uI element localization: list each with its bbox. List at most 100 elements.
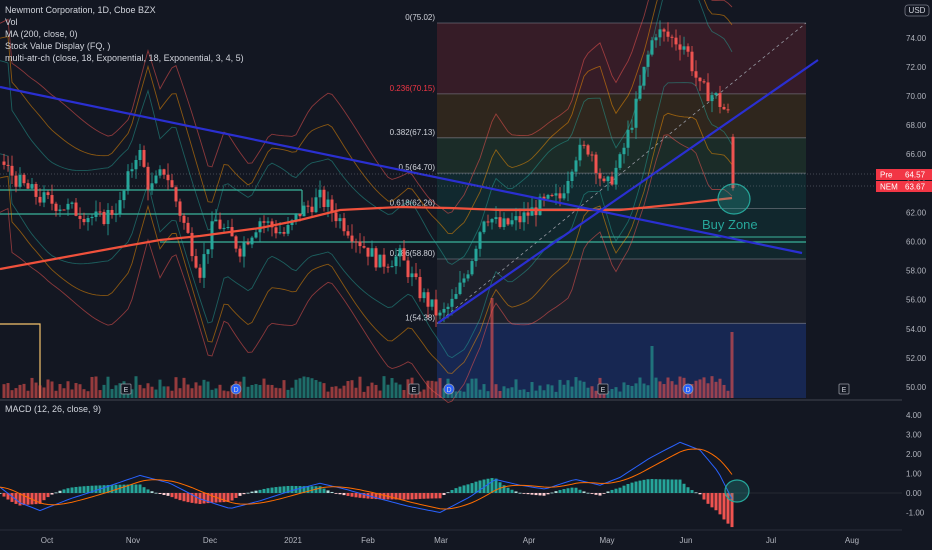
volume-bar [418, 391, 422, 398]
volume-bar [370, 382, 374, 398]
fib-level-label: 0.786(58.80) [390, 249, 436, 258]
fib-zone [437, 23, 806, 94]
volume-bar [722, 384, 726, 398]
stock-value-step [0, 323, 41, 398]
macd-histogram-bar [374, 493, 378, 500]
macd-histogram-bar [554, 491, 558, 493]
candle-body [714, 93, 718, 96]
candle-body [30, 184, 34, 189]
candle-body [158, 169, 162, 176]
macd-histogram-bar [318, 486, 322, 493]
macd-histogram-bar [58, 490, 62, 493]
candle-body [430, 299, 434, 307]
candle-body [498, 217, 502, 227]
candle-body [722, 106, 726, 110]
volume-bar [54, 390, 58, 398]
macd-histogram-bar [462, 485, 466, 493]
buy-zone-ellipse [717, 183, 751, 215]
candle-body [438, 312, 442, 316]
volume-bar [390, 378, 394, 398]
candle-body [178, 201, 182, 216]
legend-title[interactable]: Newmont Corporation, 1D, Cboe BZX [5, 5, 156, 15]
macd-histogram-bar [222, 493, 226, 503]
volume-bar [542, 390, 546, 398]
candle-body [38, 196, 42, 203]
candle-body [306, 205, 310, 207]
macd-histogram-bar [134, 484, 138, 493]
time-tick-label: Feb [361, 536, 375, 545]
candle-body [294, 213, 298, 221]
volume-bar [98, 390, 102, 398]
macd-histogram-bar [298, 486, 302, 493]
candle-body [698, 77, 702, 82]
volume-bar [642, 383, 646, 398]
macd-histogram-bar [338, 493, 342, 495]
macd-histogram-bar [626, 483, 630, 493]
macd-histogram-bar [118, 484, 122, 493]
volume-bar [530, 382, 534, 398]
candle-body [418, 277, 422, 299]
macd-histogram-bar [310, 486, 314, 493]
macd-histogram-bar [622, 485, 626, 493]
volume-bar [494, 384, 498, 398]
candle-body [390, 266, 394, 268]
candle-body [370, 248, 374, 257]
macd-histogram-bar [206, 493, 210, 504]
candle-body [142, 149, 146, 167]
volume-bar [534, 390, 538, 398]
volume-bar [354, 387, 358, 398]
volume-bar [158, 379, 162, 398]
candle-body [150, 183, 154, 190]
macd-histogram-bar [490, 478, 494, 493]
volume-bar [182, 377, 186, 398]
candle-body [174, 187, 178, 202]
price-badge-bg [876, 169, 932, 180]
time-tick-label: Dec [203, 536, 217, 545]
candle-body [594, 154, 598, 174]
candle-body [186, 222, 190, 233]
candle-body [6, 164, 10, 166]
legend-vol[interactable]: Vol [5, 17, 18, 27]
macd-histogram-bar [262, 488, 266, 493]
macd-histogram-bar [166, 493, 170, 496]
macd-title[interactable]: MACD (12, 26, close, 9) [5, 404, 102, 414]
candle-body [514, 216, 518, 221]
volume-bar [518, 389, 522, 398]
fib-extension-zone [437, 323, 806, 398]
macd-histogram-bar [658, 479, 662, 493]
volume-bar [102, 384, 106, 398]
volume-bar [254, 384, 258, 398]
candle-body [86, 218, 90, 223]
volume-bar [378, 390, 382, 398]
macd-histogram-bar [186, 493, 190, 503]
macd-histogram-bar [494, 478, 498, 493]
volume-bar [546, 384, 550, 398]
volume-bar [506, 388, 510, 398]
macd-histogram-bar [54, 492, 58, 494]
volume-bar [522, 389, 526, 398]
candle-body [706, 82, 710, 102]
volume-bar [30, 377, 34, 398]
legend-atr[interactable]: multi-atr-ch (close, 18, Exponential, 18… [5, 53, 244, 63]
volume-bar [170, 390, 174, 398]
macd-histogram-bar [566, 488, 570, 493]
legend-svd[interactable]: Stock Value Display (FQ, ) [5, 41, 111, 51]
volume-bar [458, 390, 462, 398]
candle-body [466, 274, 470, 279]
candle-body [542, 196, 546, 199]
candle-body [394, 256, 398, 267]
volume-bar [214, 388, 218, 398]
legend-ma[interactable]: MA (200, close, 0) [5, 29, 78, 39]
volume-bar [366, 386, 370, 398]
macd-histogram-bar [722, 493, 726, 520]
volume-bar [2, 384, 6, 398]
price-badge-name: Pre [880, 171, 893, 180]
volume-bar [174, 377, 178, 398]
volume-bar [334, 386, 338, 398]
candle-body [618, 154, 622, 168]
macd-histogram-bar [2, 493, 6, 497]
event-marker-label: E [124, 387, 129, 394]
candle-body [70, 202, 74, 204]
candle-body [330, 199, 334, 213]
